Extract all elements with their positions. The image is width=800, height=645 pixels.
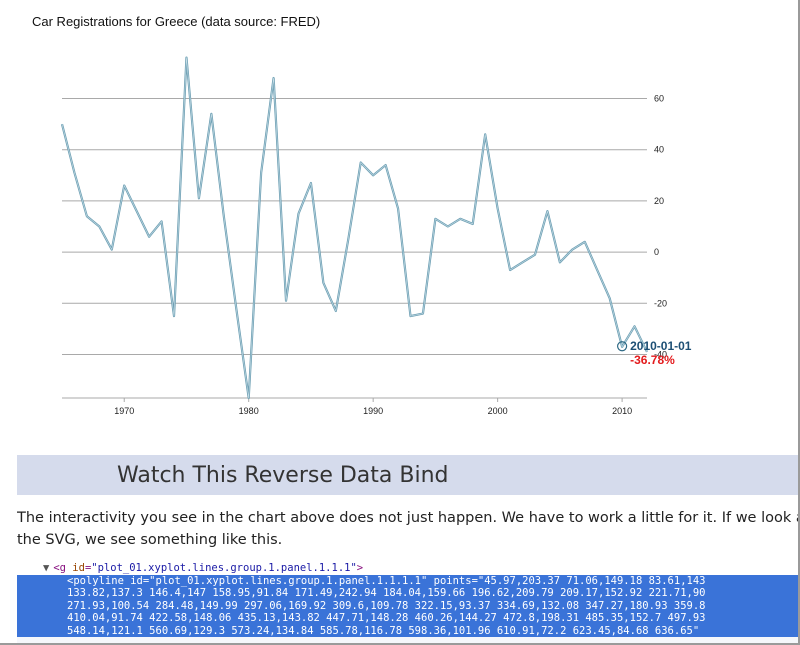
dom-node-group[interactable]: ▼ <g id="plot_01.xyplot.lines.group.1.pan… <box>17 562 798 575</box>
section-heading: Watch This Reverse Data Bind <box>117 462 449 488</box>
tag-close: > <box>356 562 364 574</box>
y-tick-label: 20 <box>654 196 664 206</box>
tag-open: <g <box>53 562 73 574</box>
attr-value: "plot_01.xyplot.lines.group.1.panel.1.1.… <box>91 562 357 574</box>
svg-source-inspector[interactable]: ▼ <g id="plot_01.xyplot.lines.group.1.pan… <box>17 562 798 643</box>
x-tick-label: 2010 <box>612 406 632 416</box>
code-continuation-line: 548.14,121.1 560.69,129.3 573.24,134.84 … <box>17 624 798 637</box>
x-tick-label: 1990 <box>363 406 383 416</box>
y-tick-label: -20 <box>654 298 667 308</box>
hover-point-marker[interactable] <box>617 341 628 352</box>
grid-lines <box>62 98 647 355</box>
window-border-right <box>798 0 800 645</box>
x-tick-label: 1970 <box>114 406 134 416</box>
section-banner: Watch This Reverse Data Bind <box>17 455 798 495</box>
x-axis-ticks: 1970 1980 1990 2000 2010 <box>114 398 632 416</box>
article-paragraph: The interactivity you see in the chart a… <box>17 507 798 551</box>
dom-node-polyline-selected[interactable]: <polyline id="plot_01.xyplot.lines.group… <box>17 574 798 587</box>
paragraph-line-2: the SVG, we see something like this. <box>17 532 283 548</box>
y-tick-label: 60 <box>654 94 664 104</box>
series-line[interactable] <box>60 56 648 400</box>
code-continuation-line: 271.93,100.54 284.48,149.99 297.06,169.9… <box>17 599 798 612</box>
line-chart[interactable]: Car Registrations for Greece (data sourc… <box>0 0 798 425</box>
hover-date-label: 2010-01-01 <box>630 339 692 353</box>
series-line-highlight <box>61 57 648 399</box>
chart-title: Car Registrations for Greece (data sourc… <box>32 14 320 29</box>
y-tick-label: 0 <box>654 247 659 257</box>
y-tick-label: -40 <box>654 349 667 359</box>
collapse-triangle-icon[interactable]: ▼ <box>43 562 50 574</box>
x-tick-label: 1980 <box>239 406 259 416</box>
x-tick-label: 2000 <box>488 406 508 416</box>
window-border-bottom <box>0 643 800 645</box>
code-continuation-line: 410.04,91.74 422.58,148.06 435.13,143.82… <box>17 612 798 625</box>
hover-value-label: -36.78% <box>630 353 675 367</box>
code-continuation-line: 133.82,137.3 146.4,147 158.95,91.84 171.… <box>17 587 798 600</box>
y-axis-ticks: 60 40 20 0 -20 -40 <box>654 94 667 360</box>
attr-eq: = <box>84 562 92 574</box>
attr-name: id <box>72 562 85 574</box>
paragraph-line-1: The interactivity you see in the chart a… <box>17 510 798 526</box>
y-tick-label: 40 <box>654 145 664 155</box>
